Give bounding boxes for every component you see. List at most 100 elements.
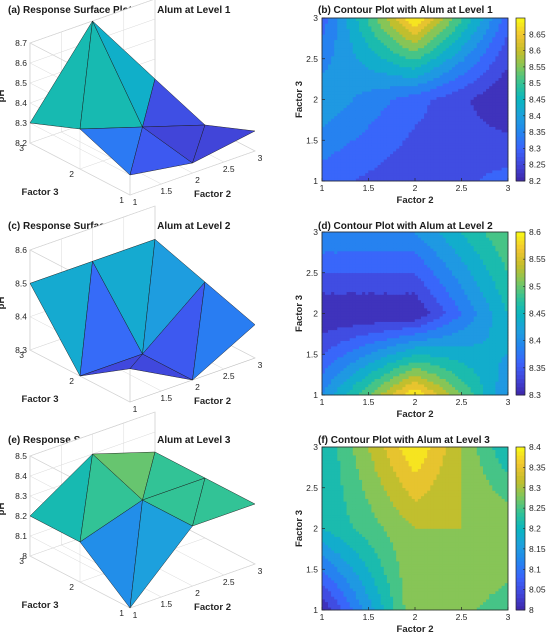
contour-cell — [424, 121, 428, 125]
contour-cell — [321, 264, 326, 268]
contour-cell — [328, 153, 332, 157]
contour-cell — [476, 31, 481, 35]
contour-cell — [371, 237, 375, 241]
contour-cell — [504, 17, 509, 22]
contour-cell — [489, 159, 493, 163]
contour-cell — [355, 277, 360, 282]
contour-cell — [380, 80, 385, 84]
contour-cell — [324, 137, 329, 141]
contour-cell — [383, 77, 388, 81]
x-tick-label: 3 — [506, 183, 511, 193]
contour-cell — [365, 107, 369, 111]
contour-cell — [343, 313, 348, 317]
contour-cell — [346, 340, 351, 344]
contour-cell — [445, 61, 450, 65]
contour-cell — [343, 167, 348, 171]
contour-cell — [362, 34, 366, 38]
contour-cell — [483, 148, 487, 152]
contour-cell — [324, 275, 329, 279]
contour-cell — [362, 291, 366, 295]
contour-cell — [331, 239, 335, 244]
contour-cell — [424, 63, 428, 68]
contour-cell — [337, 74, 341, 79]
contour-cell — [408, 61, 413, 65]
contour-cell — [352, 310, 357, 314]
contour-cell — [368, 378, 372, 382]
contour-cell — [337, 69, 341, 73]
contour-cell — [334, 115, 338, 119]
contour-cell — [467, 175, 472, 179]
contour-cell — [365, 77, 369, 81]
contour-cell — [334, 351, 338, 355]
contour-cell — [371, 343, 375, 347]
contour-cell — [455, 107, 459, 111]
contour-cell — [452, 23, 456, 27]
contour-cell — [473, 20, 478, 24]
contour-cell — [368, 250, 372, 255]
contour-cell — [461, 164, 465, 168]
contour-cell — [492, 58, 496, 62]
contour-cell — [383, 80, 388, 84]
contour-cell — [473, 107, 478, 111]
contour-cell — [430, 66, 434, 70]
contour-cell — [455, 88, 459, 92]
contour-cell — [452, 80, 456, 84]
contour-cell — [452, 156, 456, 160]
contour-cell — [436, 93, 441, 98]
contour-cell — [340, 275, 344, 279]
contour-cell — [408, 112, 413, 117]
contour-cell — [371, 340, 375, 344]
contour-cell — [386, 58, 391, 62]
contour-cell — [467, 80, 472, 84]
contour-cell — [461, 110, 465, 114]
contour-cell — [448, 66, 453, 70]
contour-cell — [349, 354, 354, 358]
contour-cell — [483, 91, 487, 95]
contour-cell — [386, 129, 391, 133]
contour-cell — [408, 115, 413, 119]
contour-cell — [433, 148, 437, 152]
contour-cell — [504, 74, 509, 79]
contour-cell — [324, 140, 329, 144]
contour-cell — [343, 58, 348, 62]
contour-cell — [393, 142, 397, 146]
contour-cell — [371, 383, 375, 388]
contour-cell — [411, 150, 416, 155]
contour-cell — [411, 58, 416, 62]
contour-cell — [479, 88, 484, 92]
contour-cell — [439, 153, 444, 157]
contour-cell — [343, 386, 348, 390]
contour-cell — [411, 69, 416, 73]
contour-cell — [324, 115, 329, 119]
contour-cell — [433, 121, 437, 125]
contour-cell — [331, 345, 335, 350]
contour-cell — [390, 178, 394, 182]
z-tick-label: 8.6 — [15, 245, 27, 255]
contour-cell — [390, 137, 394, 141]
contour-cell — [337, 367, 341, 371]
contour-cell — [504, 31, 509, 35]
contour-cell — [414, 153, 419, 157]
contour-cell — [492, 142, 496, 146]
contour-cell — [359, 104, 363, 108]
contour-cell — [458, 112, 462, 117]
contour-cell — [374, 50, 379, 54]
contour-cell — [359, 115, 363, 119]
contour-cell — [365, 234, 369, 238]
contour-cell — [337, 131, 341, 136]
contour-cell — [340, 302, 344, 306]
contour-cell — [495, 110, 499, 114]
contour-cell — [467, 28, 472, 32]
contour-cell — [352, 288, 357, 293]
contour-cell — [476, 91, 481, 95]
contour-cell — [414, 72, 419, 76]
contour-cell — [464, 131, 468, 136]
contour-cell — [368, 50, 372, 54]
contour-cell — [414, 161, 419, 165]
contour-cell — [365, 80, 369, 84]
x-tick-label: 1.5 — [363, 183, 375, 193]
contour-cell — [377, 248, 382, 252]
contour-cell — [504, 80, 509, 84]
contour-cell — [439, 115, 444, 119]
contour-cell — [470, 42, 475, 46]
